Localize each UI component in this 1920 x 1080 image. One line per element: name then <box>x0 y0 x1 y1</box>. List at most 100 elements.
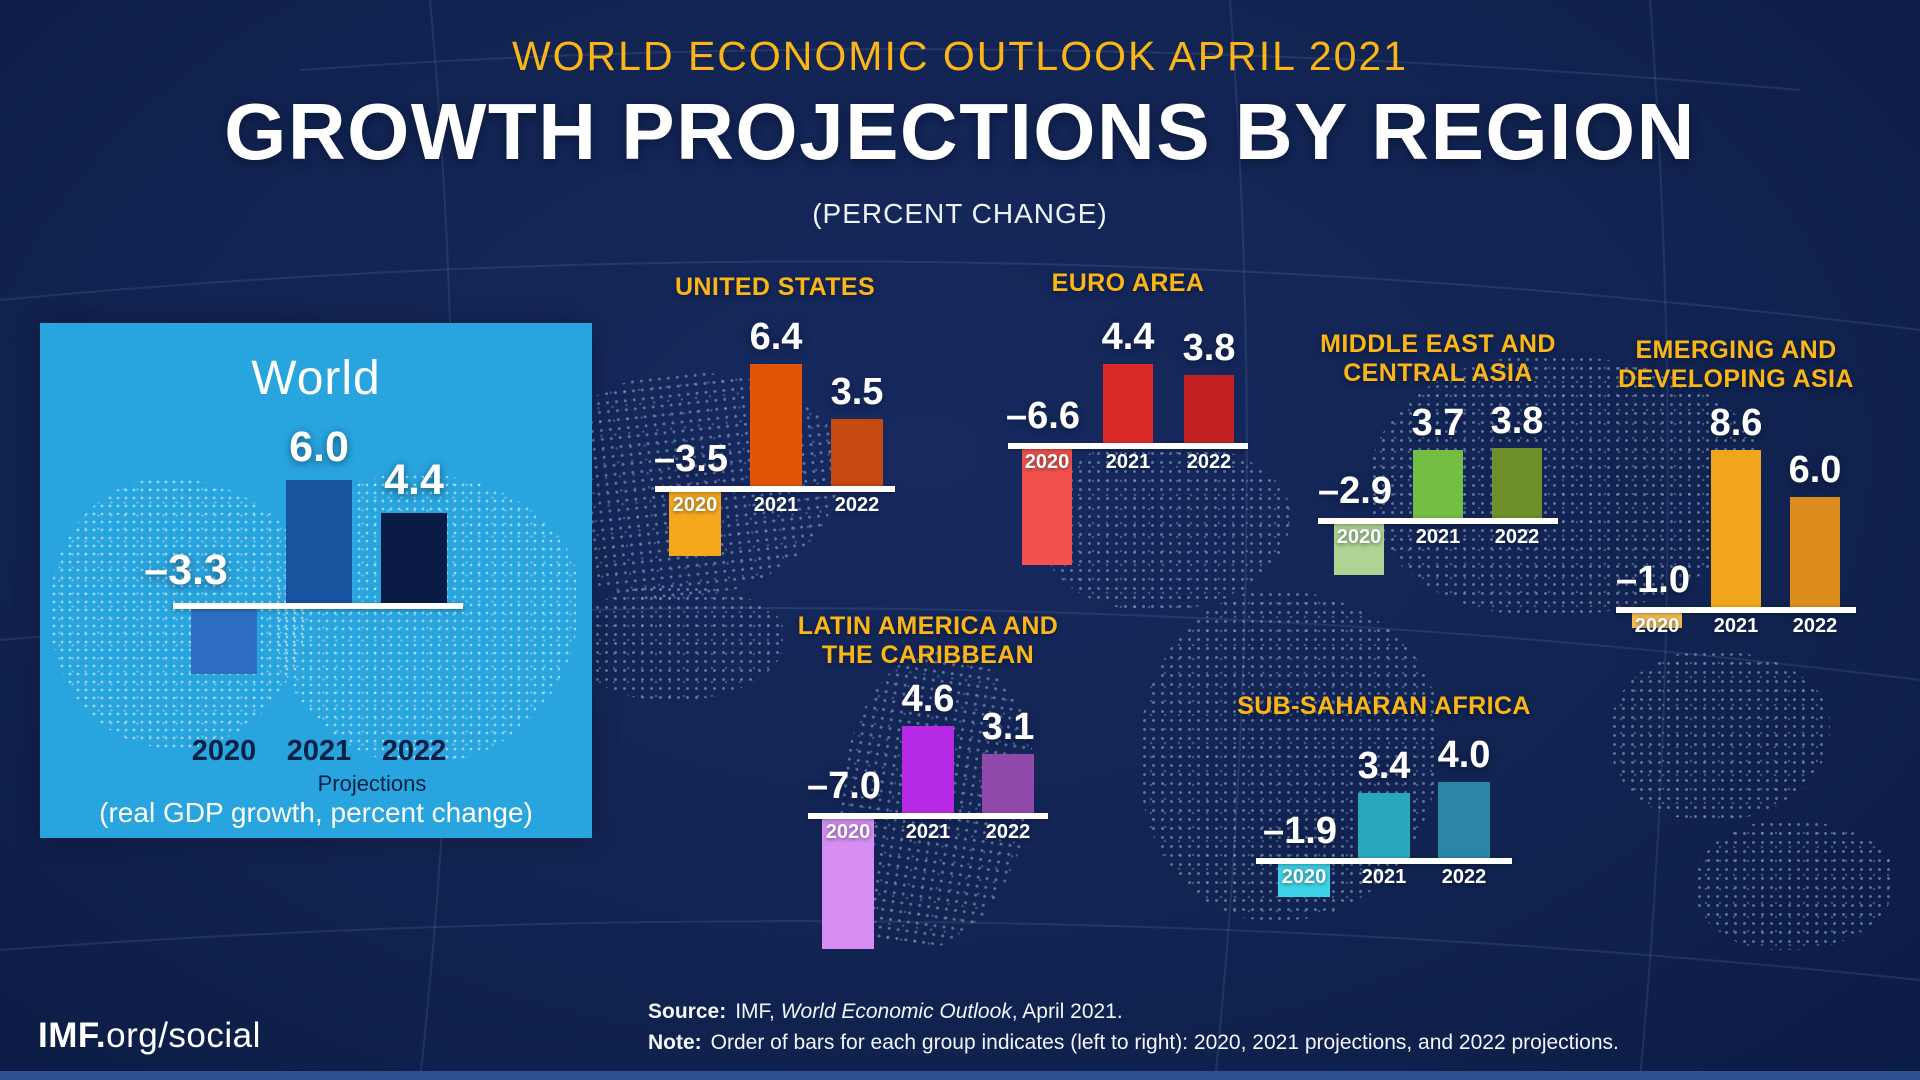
value-label-2022: 4.4 <box>384 456 444 504</box>
value-label-2020: –7.0 <box>807 765 881 807</box>
chart-sub-saharan-africa: SUB-SAHARAN AFRICA –1.9 2020 3.4 2021 4.0 202… <box>1237 692 1530 1080</box>
chart-title-line: DEVELOPING ASIA <box>1618 365 1854 393</box>
zero-baseline <box>1256 858 1512 864</box>
source-line: Source: IMF, World Economic Outlook, Apri… <box>648 996 1619 1027</box>
bar-2022 <box>381 513 447 603</box>
year-label-2020: 2020 <box>1281 866 1327 888</box>
brand-rest: org/social <box>106 1016 261 1055</box>
bar-2020 <box>191 606 257 674</box>
projections-label: Projections <box>317 771 427 796</box>
note-text: Order of bars for each group indicates (… <box>710 1031 1619 1054</box>
value-label-2021: 6.0 <box>289 423 349 471</box>
year-label-2022: 2022 <box>1792 615 1838 637</box>
zero-baseline <box>808 813 1048 819</box>
year-label-2022: 2022 <box>834 494 880 516</box>
bar-2022 <box>1184 375 1234 443</box>
chart-title-line: UNITED STATES <box>674 273 876 301</box>
bar-2022 <box>1790 497 1840 607</box>
year-label-2020: 2020 <box>1024 451 1070 473</box>
value-label-2022: 3.1 <box>981 706 1035 748</box>
value-label-2022: 4.0 <box>1437 734 1491 776</box>
chart-title-emerging-and-developing-asia: EMERGING AND DEVELOPING ASIA <box>1618 336 1854 394</box>
chart-title-line: EURO AREA <box>1051 269 1205 297</box>
source-pre: IMF, <box>735 1000 781 1023</box>
value-label-2020: –3.5 <box>654 438 728 480</box>
value-label-2022: 3.8 <box>1182 327 1236 369</box>
value-label-2020: –2.9 <box>1318 470 1392 512</box>
year-label-2021: 2021 <box>1713 615 1759 637</box>
bar-2021 <box>1413 450 1463 518</box>
chart-latin-america-and-the-caribbean: LATIN AMERICA AND THE CARIBBEAN –7.0 2020 4… <box>798 612 1058 1042</box>
zero-baseline <box>655 486 895 492</box>
chart-title-euro-area: EURO AREA <box>1052 269 1205 298</box>
bar-2022 <box>1492 448 1542 518</box>
value-label-2021: 4.4 <box>1101 316 1155 358</box>
value-label-2021: 4.6 <box>901 678 955 720</box>
bar-2021 <box>750 364 802 486</box>
year-label-2021: 2021 <box>905 821 951 843</box>
zero-baseline <box>1318 518 1558 524</box>
bar-2021 <box>1711 450 1761 607</box>
value-label-2022: 3.8 <box>1490 400 1544 442</box>
chart-title-line: SUB-SAHARAN AFRICA <box>1237 692 1531 720</box>
brand-imf-social: IMF.org/social <box>38 1016 261 1056</box>
note-line: Note: Order of bars for each group indica… <box>648 1027 1619 1058</box>
source-post: , April 2021. <box>1011 1000 1123 1023</box>
year-label-2022: 2022 <box>985 821 1031 843</box>
year-label-2022: 2022 <box>1186 451 1232 473</box>
world-chart: –3.3 6.0 4.4 <box>40 323 592 838</box>
zero-baseline <box>173 603 463 609</box>
bottom-strip <box>0 1071 1920 1080</box>
year-label-2021: 2021 <box>1105 451 1151 473</box>
year-label-2021: 2021 <box>753 494 799 516</box>
chart-title-latin-america-and-the-caribbean: LATIN AMERICA AND THE CARIBBEAN <box>798 612 1058 670</box>
chart-title-line: EMERGING AND <box>1635 336 1837 364</box>
value-label-2020: –3.3 <box>144 546 228 594</box>
zero-baseline <box>1616 607 1856 613</box>
value-label-2020: –1.9 <box>1263 810 1337 852</box>
source-italic: World Economic Outlook <box>780 1000 1012 1023</box>
chart-united-states: UNITED STATES –3.5 2020 6.4 2021 3.5 2022 <box>654 273 895 703</box>
year-label-2020: 2020 <box>1336 526 1382 548</box>
chart-title-line: LATIN AMERICA AND <box>797 612 1059 640</box>
year-label-2022: 2022 <box>1494 526 1540 548</box>
brand-bold: IMF. <box>38 1016 107 1055</box>
year-label-2021: 2021 <box>1415 526 1461 548</box>
bar-2021 <box>286 480 352 603</box>
chart-title-line: THE CARIBBEAN <box>821 641 1035 669</box>
value-label-2022: 3.5 <box>830 371 884 413</box>
value-label-2020: –1.0 <box>1616 559 1690 601</box>
bar-2021 <box>1358 793 1410 858</box>
year-label-2020: 2020 <box>1634 615 1680 637</box>
value-label-2021: 8.6 <box>1709 402 1763 444</box>
world-title: World <box>251 352 381 405</box>
year-label-2020: 2020 <box>672 494 718 516</box>
bar-2022 <box>831 419 883 486</box>
chart-euro-area: EURO AREA –6.6 2020 4.4 2021 3.8 2022 <box>1006 269 1248 699</box>
year-label-2021: 2021 <box>286 735 352 767</box>
zero-baseline <box>1008 443 1248 449</box>
page-title: GROWTH PROJECTIONS BY REGION <box>224 87 1696 176</box>
year-label-2020: 2020 <box>825 821 871 843</box>
chart-emerging-and-developing-asia: EMERGING AND DEVELOPING ASIA –1.0 2020 8.6 2… <box>1616 336 1856 766</box>
value-label-2021: 3.7 <box>1411 402 1465 444</box>
world-caption: (real GDP growth, percent change) <box>99 797 533 828</box>
value-label-2021: 6.4 <box>749 316 803 358</box>
value-label-2022: 6.0 <box>1788 449 1842 491</box>
bar-2021 <box>902 726 954 813</box>
chart-middle-east-and-central-asia: MIDDLE EAST AND CENTRAL ASIA –2.9 2020 3.7 2… <box>1318 330 1558 760</box>
bar-2022 <box>982 754 1034 813</box>
value-label-2020: –6.6 <box>1006 395 1080 437</box>
chart-title-sub-saharan-africa: SUB-SAHARAN AFRICA <box>1237 692 1531 721</box>
year-label-2021: 2021 <box>1361 866 1407 888</box>
chart-title-middle-east-and-central-asia: MIDDLE EAST AND CENTRAL ASIA <box>1320 330 1556 388</box>
chart-title-united-states: UNITED STATES <box>675 273 875 302</box>
source-label: Source: <box>648 1000 727 1023</box>
year-label-2022: 2022 <box>381 735 447 767</box>
year-label-2022: 2022 <box>1441 866 1487 888</box>
chart-title-line: CENTRAL ASIA <box>1343 359 1533 387</box>
year-label-2020: 2020 <box>191 735 257 767</box>
subtitle: (PERCENT CHANGE) <box>812 198 1108 229</box>
footnotes: Source: IMF, World Economic Outlook, Apri… <box>648 996 1619 1058</box>
world-panel: World –3.3 6.0 4.4 2020 2021 2022 Projecti… <box>40 323 592 838</box>
